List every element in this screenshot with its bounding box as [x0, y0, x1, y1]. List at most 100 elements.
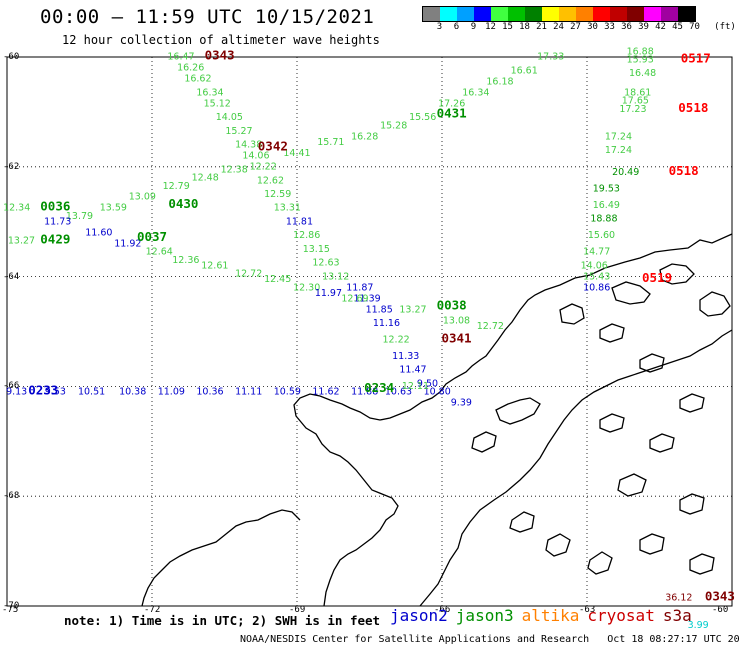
swh-value-label: 10.80	[424, 387, 451, 398]
swh-value-label: 19.53	[593, 184, 620, 195]
page-subtitle: 12 hour collection of altimeter wave hei…	[62, 33, 380, 47]
map-frame	[6, 56, 733, 607]
legend-swatch	[474, 7, 491, 21]
swh-value-label: 10.63	[385, 387, 412, 398]
legend-tick: 27	[570, 22, 581, 32]
legend-swatch	[559, 7, 576, 21]
swh-value-label: 15.93	[627, 54, 654, 65]
swh-value-label: 16.26	[177, 63, 204, 74]
legend-swatch	[627, 7, 644, 21]
swh-value-label: 17.65	[622, 96, 649, 107]
swh-value-label: 16.49	[593, 200, 620, 211]
swh-value-label: 14.05	[216, 112, 243, 123]
legend-swatch	[644, 7, 661, 21]
swh-value-label: 14.77	[583, 247, 610, 258]
pass-time-label: 0518	[678, 100, 708, 115]
satellite-legend: jason2 jason3 altika cryosat s3a	[390, 606, 700, 625]
page-title: 00:00 – 11:59 UTC 10/15/2021	[40, 6, 375, 28]
swh-value-label: 13.09	[129, 192, 156, 203]
legend-swatch	[508, 7, 525, 21]
swh-value-label: 15.56	[409, 112, 436, 123]
color-scale-legend	[422, 6, 696, 22]
swh-value-label: 17.24	[605, 145, 632, 156]
pass-time-label: 0431	[437, 105, 467, 120]
note-text: note: 1) Time is in UTC; 2) SWH is in fe…	[64, 613, 381, 628]
legend-tick: 9	[470, 22, 477, 32]
legend-tick: 15	[502, 22, 513, 32]
swh-value-label: 11.16	[373, 318, 400, 329]
pass-time-label: 0036	[40, 199, 70, 214]
legend-tick: 39	[638, 22, 649, 32]
swh-value-label: 10.36	[196, 387, 223, 398]
swh-value-label: 16.18	[486, 76, 513, 87]
time-labels: 0343 0342 0431 0430 0036 0429 0037 0038 0341 0234…	[28, 48, 735, 604]
swh-value-label: 10.51	[78, 387, 105, 398]
swh-value-label: 15.43	[583, 271, 610, 282]
satellite-legend-jason3: jason3	[455, 606, 514, 625]
pass-time-label: 0038	[437, 298, 467, 313]
swh-value-label: 11.11	[235, 387, 262, 398]
satellite-legend-cryosat: cryosat	[587, 606, 655, 625]
longitude-label: -69	[289, 605, 306, 615]
swh-value-label: 12.36	[172, 255, 199, 266]
legend-tick: 36	[621, 22, 632, 32]
legend-tick: 21	[536, 22, 547, 32]
swh-value-label: 16.34	[196, 87, 223, 98]
swh-value-label: 11.62	[312, 387, 339, 398]
legend-tick: 12	[485, 22, 496, 32]
legend-tick: 45	[672, 22, 683, 32]
swh-value-label: 12.79	[163, 181, 190, 192]
swh-value-label: 12.34	[3, 203, 30, 214]
swh-value-label: 12.69	[341, 293, 368, 304]
swh-value-label: 14.38	[235, 140, 262, 151]
legend-swatch	[610, 7, 627, 21]
swh-value-label: 10.86	[583, 282, 610, 293]
swh-value-label: 13.12	[322, 271, 349, 282]
swh-value-label: 12.61	[201, 260, 228, 271]
swh-value-label: 12.30	[293, 282, 320, 293]
swh-value-label: 13.79	[66, 211, 93, 222]
swh-value-label: 16.61	[511, 65, 538, 76]
swh-value-label: 36.12	[665, 593, 692, 604]
swh-value-label: 14.06	[581, 260, 608, 271]
swh-value-label: 15.60	[588, 230, 615, 241]
swh-value-label: 13.15	[303, 244, 330, 255]
swh-value-label: 11.92	[114, 238, 141, 249]
pass-time-label: 0517	[681, 50, 711, 65]
latitude-label: -60	[3, 52, 20, 62]
swh-value-label: 15.12	[204, 98, 231, 109]
grid-lines	[7, 57, 732, 606]
swh-value-label: 11.47	[399, 365, 426, 376]
longitude-label: -75	[2, 605, 19, 615]
pass-time-label: 0037	[137, 229, 167, 244]
pass-time-label: 0342	[258, 138, 288, 153]
legend-tick: 33	[604, 22, 615, 32]
swh-value-label: 12.11	[402, 381, 429, 392]
swh-value-label: 15.71	[317, 137, 344, 148]
pass-time-label: 0518	[669, 163, 699, 178]
swh-value-label: 14.06	[242, 151, 269, 162]
swh-value-label: 13.27	[8, 236, 35, 247]
swh-value-label: 16.34	[462, 87, 489, 98]
pass-time-label: 0430	[168, 196, 198, 211]
swh-value-label: 16.47	[167, 52, 194, 63]
swh-value-label: 11.39	[353, 293, 380, 304]
swh-value-label: 12.38	[221, 164, 248, 175]
swh-value-label: 12.62	[257, 175, 284, 186]
swh-value-label: 13.31	[274, 203, 301, 214]
swh-value-label: 11.60	[85, 227, 112, 238]
swh-value-label: 17.33	[537, 52, 564, 63]
pass-time-label: 0341	[441, 330, 471, 345]
swh-value-label: 16.28	[351, 131, 378, 142]
footer-credit: NOAA/NESDIS Center for Satellite Applica…	[240, 634, 740, 645]
swh-value-label: 12.45	[264, 274, 291, 285]
legend-swatch	[525, 7, 542, 21]
swh-value-label: 11.87	[346, 282, 373, 293]
swh-value-label: 10.59	[274, 387, 301, 398]
satellite-legend-s3a: s3a	[662, 606, 692, 625]
legend-swatch	[593, 7, 610, 21]
swh-value-label: 17.26	[438, 98, 465, 109]
swh-value-label: 12.48	[192, 173, 219, 184]
legend-unit: (ft)	[714, 22, 736, 32]
